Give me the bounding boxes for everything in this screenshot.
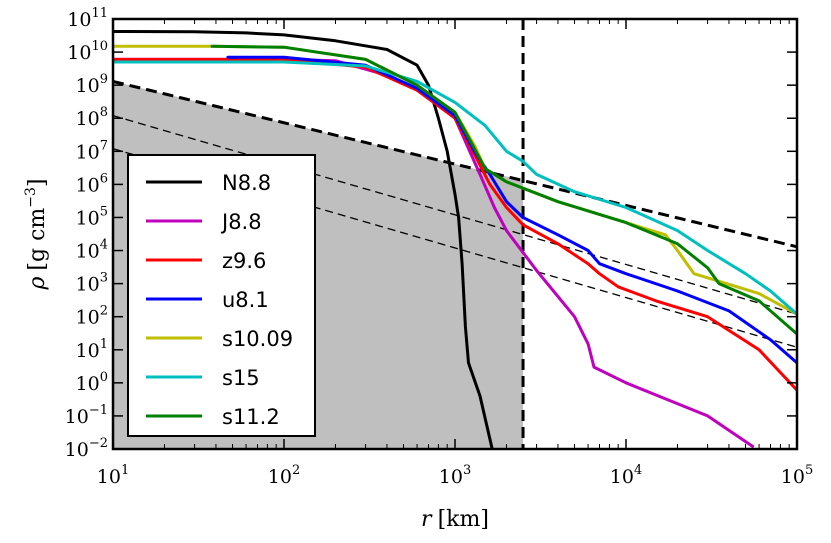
series-line-z9.6 xyxy=(113,57,797,392)
y-tick-label: 102 xyxy=(76,304,108,329)
series-layer xyxy=(113,30,797,449)
dashed-line-thick xyxy=(113,79,797,249)
legend-label-N8.8: N8.8 xyxy=(222,171,271,195)
x-tick-label: 105 xyxy=(781,463,813,488)
legend: N8.8 J8.8 z9.6 u8.1 s10.09 s15 s11.2 xyxy=(127,154,316,437)
y-tick-label: 1010 xyxy=(67,39,108,64)
y-tick-label: 10−2 xyxy=(65,436,108,461)
legend-items: N8.8 J8.8 z9.6 u8.1 s10.09 s15 s11.2 xyxy=(146,171,293,429)
y-tick-label: 100 xyxy=(76,370,108,395)
legend-box xyxy=(127,154,316,437)
y-tick-label: 105 xyxy=(76,204,108,229)
axes-frame-layer xyxy=(111,17,799,451)
legend-label-u8.1: u8.1 xyxy=(222,288,269,312)
legend-label-s15: s15 xyxy=(222,366,260,390)
y-tick-label: 10−1 xyxy=(65,403,108,428)
series-line-N8.8 xyxy=(113,30,494,449)
y-tick-label: 104 xyxy=(76,238,108,263)
legend-label-s11.2: s11.2 xyxy=(222,405,280,429)
x-tick-label: 101 xyxy=(97,463,129,488)
dashed-line-upper xyxy=(113,114,797,315)
y-tick-label: 108 xyxy=(76,105,108,130)
x-tick-label: 103 xyxy=(439,463,471,488)
series-line-u8.1 xyxy=(226,55,797,365)
y-axis-label: ρ[g cm−3] xyxy=(23,178,50,290)
legend-label-J8.8: J8.8 xyxy=(220,210,262,234)
y-tick-label: 109 xyxy=(76,72,108,97)
series-line-s11.2 xyxy=(210,44,797,336)
legend-label-z9.6: z9.6 xyxy=(222,249,266,273)
y-tick-label: 106 xyxy=(76,171,108,196)
legend-label-s10.09: s10.09 xyxy=(222,327,293,351)
y-tick-label: 103 xyxy=(76,271,108,296)
x-tick-label: 104 xyxy=(610,463,642,488)
x-axis-label: r [km] xyxy=(421,507,489,532)
y-tick-label: 101 xyxy=(76,337,108,362)
x-tick-label: 102 xyxy=(268,463,300,488)
tick-labels-layer: 101 102 103 104 105 10−2 10−1 100 101 102 103 104 10… xyxy=(65,6,814,488)
y-tick-label: 1011 xyxy=(67,6,108,31)
y-tick-label: 107 xyxy=(76,138,108,163)
